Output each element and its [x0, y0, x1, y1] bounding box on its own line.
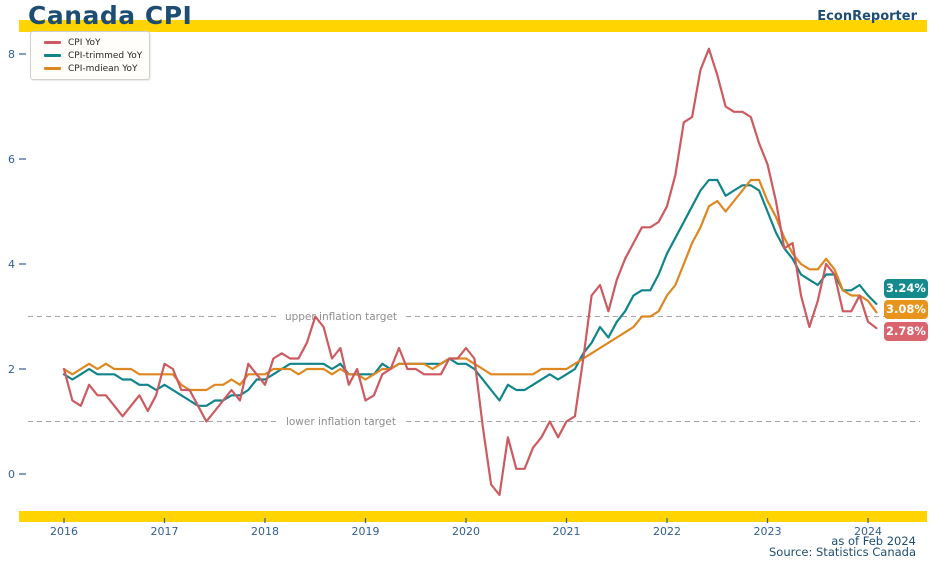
y-tick-label: 6 — [8, 153, 15, 166]
top-accent-bar — [19, 20, 927, 32]
source-credit: Source: Statistics Canada — [768, 545, 916, 559]
legend: CPI YoY CPI-trimmed YoY CPI-mdiean YoY — [30, 31, 150, 80]
x-tick-label: 2016 — [50, 525, 78, 538]
axes: 0 2 4 6 8 2016 2017 2018 2019 2020 2021 2022 2023 202… — [8, 48, 882, 538]
y-tick-label: 2 — [8, 363, 15, 376]
legend-swatch-cpi-trimmed — [44, 54, 61, 57]
lower-target-label: lower inflation target — [286, 416, 396, 428]
y-tick-label: 4 — [8, 258, 15, 271]
legend-label-cpi-median: CPI-mdiean YoY — [68, 63, 138, 74]
series-line-cpi-yoy — [62, 47, 878, 497]
inflation-target-lines: upper inflation target lower inflation t… — [28, 311, 920, 428]
x-tick-label: 2020 — [452, 525, 480, 538]
x-tick-label: 2022 — [653, 525, 681, 538]
series-line-cpi-mdiean-yoy — [62, 178, 878, 392]
value-badge-cpi-median: 3.08% — [884, 300, 928, 319]
value-badge-cpi-yoy: 2.78% — [884, 322, 928, 341]
as-of-note: as of Feb 2024 — [831, 534, 916, 548]
legend-item-cpi-median: CPI-mdiean YoY — [31, 62, 149, 75]
legend-label-cpi-yoy: CPI YoY — [68, 37, 101, 48]
x-tick-label: 2018 — [251, 525, 279, 538]
page-title: Canada CPI — [28, 1, 193, 30]
x-tick-label: 2024 — [854, 525, 882, 538]
brand-label: EconReporter — [817, 9, 917, 24]
y-tick-label: 0 — [8, 468, 15, 481]
y-tick-label: 8 — [8, 48, 15, 61]
x-tick-label: 2017 — [151, 525, 179, 538]
x-tick-label: 2021 — [553, 525, 581, 538]
legend-swatch-cpi-median — [44, 67, 61, 70]
value-badge-cpi-trimmed: 3.24% — [884, 279, 928, 298]
x-tick-label: 2019 — [352, 525, 380, 538]
bottom-accent-bar — [19, 511, 927, 522]
series-line-cpi-trimmed-yoy — [62, 178, 878, 407]
legend-swatch-cpi-yoy — [44, 41, 61, 44]
legend-item-cpi-trimmed: CPI-trimmed YoY — [31, 49, 149, 62]
x-tick-label: 2023 — [754, 525, 782, 538]
legend-item-cpi-yoy: CPI YoY — [31, 36, 149, 49]
series-lines — [62, 47, 878, 497]
legend-label-cpi-trimmed: CPI-trimmed YoY — [68, 50, 143, 61]
upper-target-label: upper inflation target — [285, 311, 397, 323]
